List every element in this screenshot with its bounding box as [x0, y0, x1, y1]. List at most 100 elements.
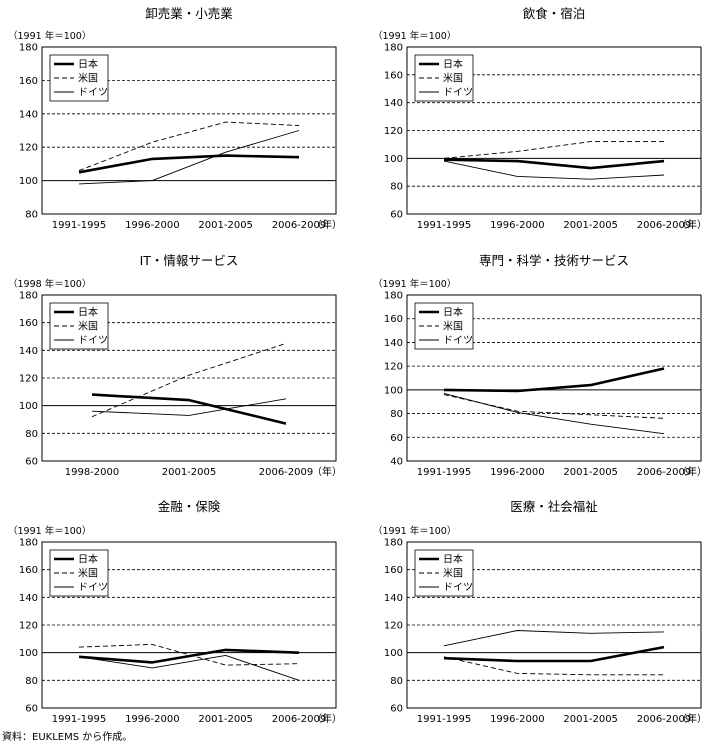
- legend-label-de: ドイツ: [78, 336, 108, 347]
- legend-label-us: 米国: [78, 320, 98, 333]
- x-tick-label: 2006-2009: [272, 714, 327, 725]
- chart-panel-5: 金融・保険 （1991 年＝100） 60 80 100 120 140 160 180 1991…: [8, 499, 342, 725]
- y-tick-label: 180: [19, 43, 38, 54]
- y-tick-label: 60: [390, 210, 403, 221]
- x-tick-label: 1996-2000: [490, 467, 545, 478]
- x-unit-label: （年）: [677, 712, 707, 725]
- legend-label-jp: 日本: [78, 58, 98, 71]
- legend-label-de: ドイツ: [78, 88, 108, 99]
- y-tick-label: 140: [384, 338, 403, 349]
- chart-title: 専門・科学・技術サービス: [479, 253, 629, 268]
- plot-frame: [41, 541, 337, 709]
- legend-label-jp: 日本: [443, 553, 463, 566]
- y-tick-label: 160: [384, 565, 403, 576]
- y-tick-label: 60: [390, 433, 403, 444]
- legend-label-us: 米国: [78, 72, 98, 85]
- y-tick-label: 100: [19, 401, 38, 412]
- x-tick-label: 1991-1995: [417, 467, 472, 478]
- y-tick-label: 120: [384, 126, 403, 137]
- y-tick-label: 160: [384, 314, 403, 325]
- legend-label-us: 米国: [78, 567, 98, 580]
- y-tick-label: 120: [19, 621, 38, 632]
- chart-panel-1: 卸売業・小売業 （1991 年＝100） 80 100 120 140 160 180 1991…: [8, 6, 342, 231]
- x-tick-label: 2006-2009: [637, 220, 692, 231]
- series-line-jp: [91, 393, 287, 425]
- chart-title: 医療・社会福祉: [510, 499, 598, 514]
- plot-frame: [41, 294, 337, 462]
- x-tick-label: 1991-1995: [417, 714, 472, 725]
- y-tick-label: 60: [25, 704, 38, 715]
- y-tick-label: 180: [19, 538, 38, 549]
- x-tick-label: 1991-1995: [417, 220, 472, 231]
- legend-label-de: ドイツ: [443, 336, 473, 347]
- y-tick-label: 160: [19, 318, 38, 329]
- y-tick-label: 120: [19, 374, 38, 385]
- chart-title: IT・情報サービス: [140, 253, 239, 268]
- y-tick-label: 100: [384, 385, 403, 396]
- series-line-de: [443, 392, 665, 435]
- y-tick-label: 140: [19, 346, 38, 357]
- legend-label-us: 米国: [443, 72, 463, 85]
- y-tick-label: 140: [19, 109, 38, 120]
- x-tick-label: 2001-2005: [563, 467, 618, 478]
- x-unit-label: （年）: [677, 218, 707, 231]
- y-tick-label: 120: [19, 143, 38, 154]
- legend-box: [414, 54, 474, 102]
- legend-label-us: 米国: [443, 320, 463, 333]
- legend-box: [49, 54, 109, 102]
- x-tick-label: 2006-2009: [272, 220, 327, 231]
- chart-panel-6: 医療・社会福祉 （1991 年＝100） 60 80 100 120 140 160 180 19…: [373, 499, 707, 725]
- legend-label-jp: 日本: [443, 306, 463, 319]
- series-line-us: [443, 141, 664, 159]
- series-line-de: [91, 398, 287, 416]
- base-year-label: （1991 年＝100）: [373, 278, 456, 290]
- source-note: 資料：EUKLEMS から作成。: [2, 732, 133, 743]
- chart-panel-4: 専門・科学・技術サービス （1991 年＝100） 40 60 80 100 120 140 1…: [373, 253, 707, 478]
- x-tick-label: 2001-2005: [198, 220, 253, 231]
- plot-frame: [41, 46, 337, 215]
- legend-label-jp: 日本: [443, 58, 463, 71]
- base-year-label: （1991 年＝100）: [8, 30, 91, 42]
- legend-box: [49, 302, 109, 350]
- x-tick-label: 1996-2000: [490, 220, 545, 231]
- y-tick-label: 80: [25, 429, 38, 440]
- y-tick-label: 60: [25, 457, 38, 468]
- series-line-jp: [443, 158, 665, 170]
- y-tick-label: 180: [384, 43, 403, 54]
- base-year-label: （1991 年＝100）: [373, 525, 456, 537]
- x-tick-label: 2006-2009: [259, 467, 314, 478]
- y-tick-label: 160: [19, 565, 38, 576]
- legend-label-de: ドイツ: [78, 583, 108, 594]
- plot-frame: [406, 294, 702, 462]
- y-tick-label: 160: [19, 76, 38, 87]
- y-tick-label: 80: [390, 409, 403, 420]
- x-tick-label: 2001-2005: [198, 714, 253, 725]
- series-line-jp: [443, 645, 665, 663]
- chart-panel-3: IT・情報サービス （1998 年＝100） 60 80 100 120 140 160 180…: [8, 253, 342, 478]
- x-unit-label: （年）: [677, 465, 707, 478]
- y-tick-label: 140: [384, 593, 403, 604]
- y-tick-label: 40: [390, 457, 403, 468]
- y-tick-label: 80: [25, 210, 38, 221]
- chart-title: 飲食・宿泊: [523, 6, 586, 21]
- chart-title: 金融・保険: [158, 499, 221, 514]
- legend-box: [414, 549, 474, 597]
- series-line-de: [443, 630, 665, 647]
- base-year-label: （1991 年＝100）: [373, 30, 456, 42]
- x-tick-label: 1996-2000: [490, 714, 545, 725]
- y-tick-label: 80: [390, 676, 403, 687]
- legend-label-jp: 日本: [78, 306, 98, 319]
- y-tick-label: 180: [384, 291, 403, 302]
- series-line-us: [78, 643, 300, 666]
- legend-label-jp: 日本: [78, 553, 98, 566]
- series-line-de: [78, 654, 300, 681]
- y-tick-label: 140: [19, 593, 38, 604]
- x-tick-label: 2006-2009: [637, 714, 692, 725]
- x-unit-label: （年）: [312, 465, 342, 478]
- x-unit-label: （年）: [312, 712, 342, 725]
